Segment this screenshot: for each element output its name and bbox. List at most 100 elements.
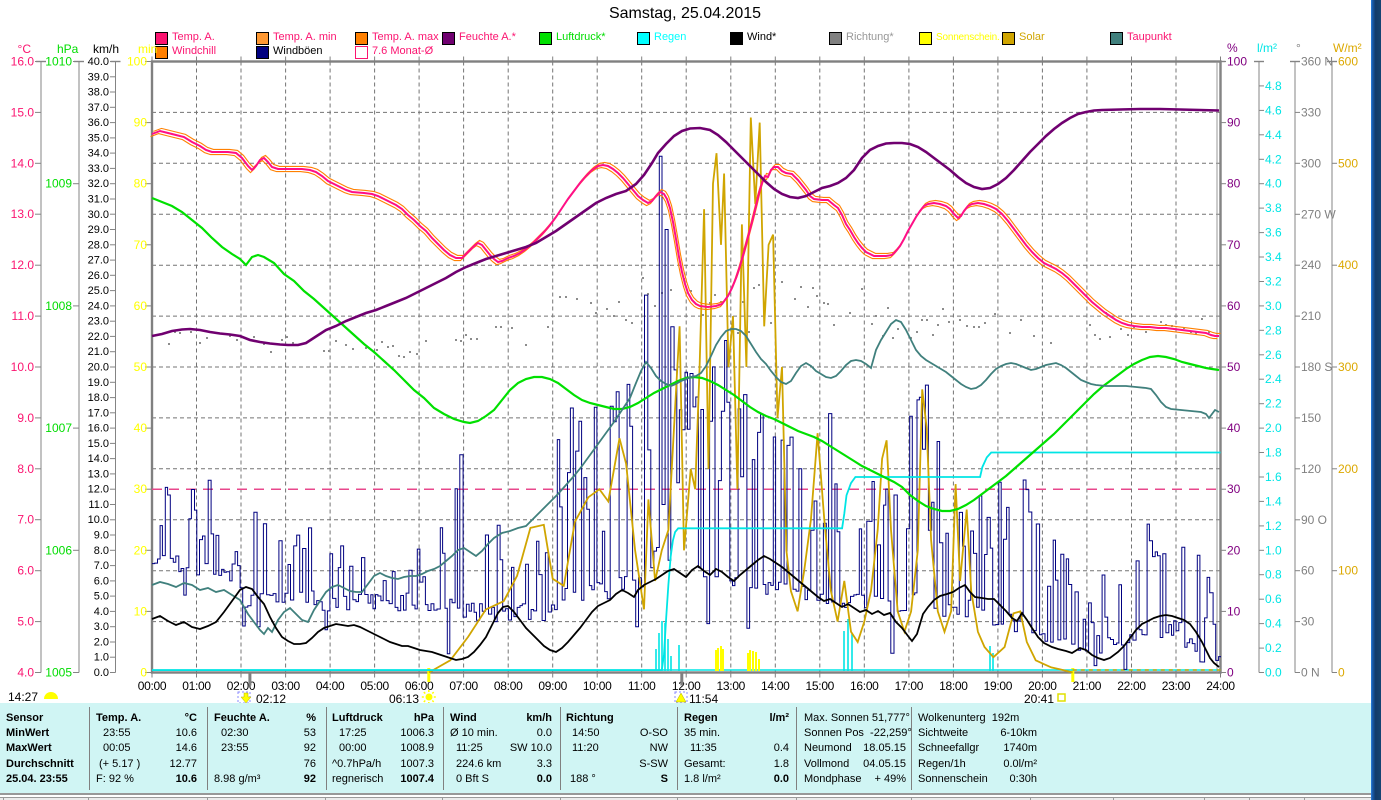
svg-text:31.0: 31.0 [88, 194, 109, 206]
svg-text:20:00: 20:00 [1028, 679, 1057, 693]
svg-text:20: 20 [134, 543, 148, 557]
svg-text:60: 60 [1227, 299, 1241, 313]
svg-text:04:00: 04:00 [316, 679, 345, 693]
svg-text:1.0: 1.0 [94, 652, 109, 664]
svg-text:W/m²: W/m² [1333, 41, 1362, 55]
svg-text:12.0: 12.0 [11, 258, 35, 272]
svg-text:270 W: 270 W [1301, 207, 1336, 221]
svg-text:80: 80 [1227, 177, 1241, 191]
svg-text:0.4: 0.4 [1265, 617, 1282, 631]
svg-text:17.0: 17.0 [88, 407, 109, 419]
svg-text:05:00: 05:00 [360, 679, 389, 693]
svg-text:50: 50 [1227, 360, 1241, 374]
svg-text:9.0: 9.0 [17, 411, 34, 425]
svg-text:06:00: 06:00 [405, 679, 434, 693]
svg-text:0: 0 [1227, 666, 1234, 680]
svg-text:200: 200 [1338, 462, 1358, 476]
svg-text:7.0: 7.0 [17, 513, 34, 527]
svg-text:4.8: 4.8 [1265, 79, 1282, 93]
svg-text:16.0: 16.0 [11, 55, 35, 69]
svg-text:100: 100 [1338, 564, 1358, 578]
svg-text:0: 0 [140, 666, 147, 680]
svg-text:3.0: 3.0 [1265, 299, 1282, 313]
svg-text:100: 100 [1227, 55, 1247, 69]
svg-text:4.2: 4.2 [1265, 152, 1282, 166]
svg-text:300: 300 [1338, 360, 1358, 374]
svg-text:21:00: 21:00 [1073, 679, 1102, 693]
svg-text:09:00: 09:00 [538, 679, 567, 693]
svg-text:34.0: 34.0 [88, 148, 109, 160]
svg-text:3.8: 3.8 [1265, 201, 1282, 215]
svg-text:02:12: 02:12 [256, 692, 286, 706]
svg-text:19:00: 19:00 [984, 679, 1013, 693]
svg-text:10.0: 10.0 [11, 360, 35, 374]
svg-text:20.0: 20.0 [88, 362, 109, 374]
svg-text:60: 60 [1301, 564, 1315, 578]
svg-text:2.0: 2.0 [1265, 421, 1282, 435]
svg-text:10:00: 10:00 [583, 679, 612, 693]
svg-text:28.0: 28.0 [88, 239, 109, 251]
svg-text:14.0: 14.0 [11, 156, 35, 170]
svg-text:35.0: 35.0 [88, 132, 109, 144]
svg-text:70: 70 [1227, 238, 1241, 252]
svg-text:0.0: 0.0 [94, 667, 109, 679]
svg-text:100: 100 [127, 55, 147, 69]
svg-text:3.6: 3.6 [1265, 226, 1282, 240]
svg-text:16.0: 16.0 [88, 423, 109, 435]
svg-text:15.0: 15.0 [11, 105, 35, 119]
svg-text:11:00: 11:00 [628, 679, 656, 693]
svg-text:14:00: 14:00 [761, 679, 790, 693]
svg-text:l/m²: l/m² [1257, 41, 1277, 55]
svg-text:03:00: 03:00 [271, 679, 300, 693]
svg-text:10: 10 [1227, 604, 1241, 618]
svg-text:0.0: 0.0 [1265, 666, 1282, 680]
svg-text:27.0: 27.0 [88, 255, 109, 267]
svg-text:90: 90 [134, 116, 148, 130]
svg-text:1005: 1005 [45, 666, 72, 680]
svg-text:38.0: 38.0 [88, 87, 109, 99]
svg-text:1007: 1007 [45, 421, 72, 435]
svg-text:22:00: 22:00 [1117, 679, 1146, 693]
svg-text:20: 20 [1227, 543, 1241, 557]
svg-text:50: 50 [134, 360, 148, 374]
svg-text:30: 30 [134, 482, 148, 496]
svg-text:80: 80 [134, 177, 148, 191]
svg-text:150: 150 [1301, 411, 1321, 425]
svg-text:14.0: 14.0 [88, 453, 109, 465]
svg-text:4.0: 4.0 [94, 606, 109, 618]
svg-text:17:00: 17:00 [895, 679, 924, 693]
svg-text:15.0: 15.0 [88, 438, 109, 450]
svg-text:01:00: 01:00 [182, 679, 211, 693]
svg-text:6.0: 6.0 [94, 575, 109, 587]
svg-text:180 S: 180 S [1301, 360, 1332, 374]
svg-text:km/h: km/h [93, 42, 119, 56]
svg-text:40.0: 40.0 [88, 56, 109, 68]
svg-text:0: 0 [1338, 666, 1345, 680]
svg-text:16:00: 16:00 [850, 679, 879, 693]
svg-text:min: min [138, 42, 157, 56]
svg-text:40: 40 [134, 421, 148, 435]
svg-text:2.2: 2.2 [1265, 397, 1282, 411]
svg-text:1006: 1006 [45, 543, 72, 557]
svg-text:1.4: 1.4 [1265, 494, 1282, 508]
svg-text:400: 400 [1338, 258, 1358, 272]
svg-text:39.0: 39.0 [88, 71, 109, 83]
svg-text:6.0: 6.0 [17, 564, 34, 578]
svg-text:%: % [1227, 41, 1238, 55]
svg-text:30: 30 [1301, 615, 1315, 629]
svg-text:13.0: 13.0 [88, 468, 109, 480]
svg-text:36.0: 36.0 [88, 117, 109, 129]
svg-text:32.0: 32.0 [88, 178, 109, 190]
svg-text:500: 500 [1338, 156, 1358, 170]
svg-text:60: 60 [134, 299, 148, 313]
svg-text:8.0: 8.0 [94, 545, 109, 557]
svg-text:06:13: 06:13 [389, 692, 419, 706]
svg-text:1.2: 1.2 [1265, 519, 1282, 533]
svg-text:25.0: 25.0 [88, 285, 109, 297]
svg-text:12:00: 12:00 [672, 679, 701, 693]
svg-text:2.6: 2.6 [1265, 348, 1282, 362]
svg-text:26.0: 26.0 [88, 270, 109, 282]
svg-text:02:00: 02:00 [227, 679, 256, 693]
svg-text:240: 240 [1301, 258, 1321, 272]
svg-text:20:41: 20:41 [1024, 692, 1054, 706]
